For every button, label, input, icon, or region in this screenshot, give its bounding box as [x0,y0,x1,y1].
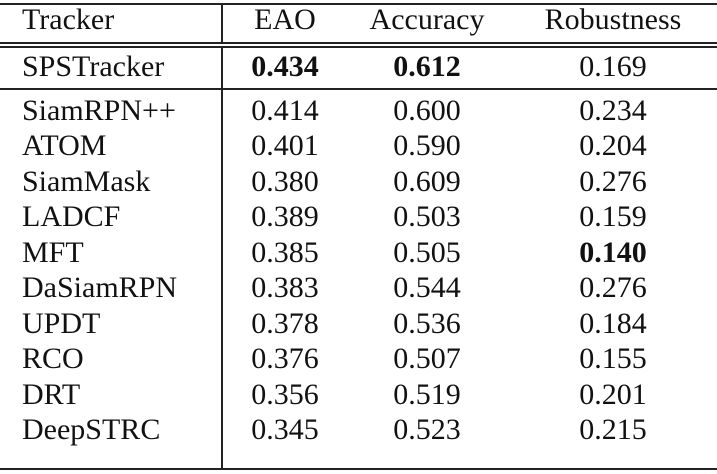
cell-robustness: 0.184 [579,307,647,340]
cell-eao: 0.380 [251,165,319,198]
column-divider [221,47,223,468]
cell-robustness: 0.276 [579,271,647,304]
cell-tracker: LADCF [22,200,121,233]
cell-tracker: DaSiamRPN [22,271,178,304]
cell-accuracy: 0.507 [393,342,461,375]
cell-eao: 0.389 [251,200,319,233]
cell-accuracy: 0.536 [393,307,461,340]
cell-tracker: SiamRPN++ [22,94,176,127]
cell-robustness: 0.140 [579,236,647,269]
cell-robustness: 0.234 [579,94,647,127]
header-robustness: Robustness [544,3,682,36]
cell-tracker: MFT [22,236,84,269]
cell-tracker: RCO [22,342,84,375]
cell-eao: 0.345 [251,413,319,446]
cell-tracker: UPDT [22,307,101,340]
cell-eao: 0.385 [251,236,319,269]
cell-accuracy: 0.544 [393,271,461,304]
cell-robustness: 0.276 [579,165,647,198]
cell-tracker: DeepSTRC [22,413,161,446]
cell-robustness: 0.215 [579,413,647,446]
column-divider [221,4,223,42]
cell-tracker: SiamMask [22,165,151,198]
cell-eao: 0.383 [251,271,319,304]
row-separator-rule [0,88,717,90]
cell-accuracy: 0.590 [393,129,461,162]
cell-tracker: ATOM [22,129,107,162]
bottom-rule [0,468,717,470]
top-rule [0,3,717,5]
cell-accuracy: 0.505 [393,236,461,269]
cell-eao: 0.434 [251,50,319,83]
cell-accuracy: 0.612 [393,50,461,83]
cell-accuracy: 0.519 [393,378,461,411]
cell-eao: 0.401 [251,129,319,162]
cell-robustness: 0.159 [579,200,647,233]
cell-robustness: 0.155 [579,342,647,375]
cell-eao: 0.376 [251,342,319,375]
cell-tracker: SPSTracker [22,50,165,83]
cell-eao: 0.414 [251,94,319,127]
cell-robustness: 0.204 [579,129,647,162]
cell-accuracy: 0.600 [393,94,461,127]
cell-eao: 0.378 [251,307,319,340]
cell-robustness: 0.169 [579,50,647,83]
cell-robustness: 0.201 [579,378,647,411]
cell-accuracy: 0.503 [393,200,461,233]
cell-tracker: DRT [22,378,81,411]
header-double-rule-1 [0,42,717,44]
header-eao: EAO [254,3,316,36]
header-accuracy: Accuracy [369,3,485,36]
cell-eao: 0.356 [251,378,319,411]
header-double-rule-2 [0,46,717,48]
header-tracker: Tracker [22,3,115,36]
cell-accuracy: 0.609 [393,165,461,198]
cell-accuracy: 0.523 [393,413,461,446]
